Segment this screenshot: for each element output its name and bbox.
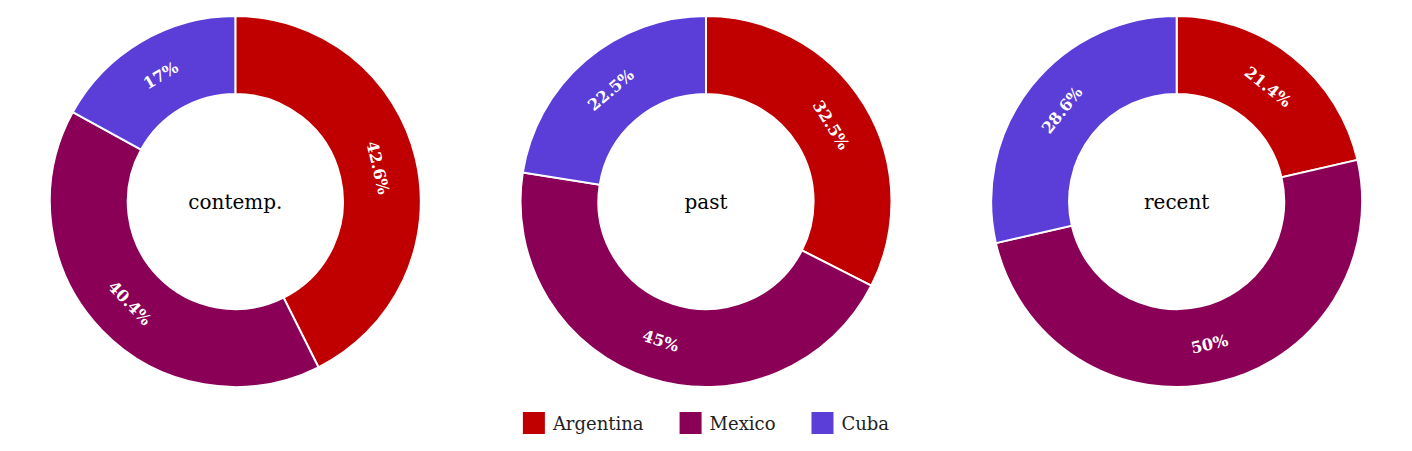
- chart-title: past: [684, 190, 727, 214]
- donut-slice: [73, 16, 236, 150]
- donut-slice: [521, 172, 872, 387]
- data-label: 17%: [140, 58, 182, 93]
- data-label: 42.6%: [362, 139, 393, 196]
- chart-title: recent: [1144, 190, 1209, 214]
- data-label: 22.5%: [584, 65, 638, 115]
- donut-chart: [521, 16, 892, 387]
- data-label: 50%: [1189, 331, 1230, 358]
- donut-chart: [50, 16, 421, 387]
- data-label: 45%: [640, 326, 682, 356]
- figure: 42.6% 40.4% 17% contemp. 32.5% 45% 22.5% past 21…: [0, 0, 1412, 451]
- legend-label: Cuba: [841, 413, 889, 434]
- data-label: 21.4%: [1241, 63, 1295, 112]
- legend: Argentina Mexico Cuba: [523, 412, 889, 434]
- data-label: 32.5%: [809, 97, 854, 153]
- chart-title: contemp.: [188, 190, 282, 214]
- donut-slice: [706, 16, 892, 286]
- data-label: 40.4%: [104, 277, 155, 329]
- legend-swatch: [523, 412, 545, 434]
- donut-chart: [991, 16, 1362, 387]
- legend-label: Mexico: [710, 413, 776, 434]
- legend-label: Argentina: [552, 413, 644, 434]
- data-label: 28.6%: [1038, 83, 1087, 137]
- legend-swatch: [680, 412, 702, 434]
- donut-slice: [1177, 16, 1358, 177]
- donut-slice: [50, 112, 319, 387]
- legend-swatch: [811, 412, 833, 434]
- donut-slice: [523, 16, 706, 185]
